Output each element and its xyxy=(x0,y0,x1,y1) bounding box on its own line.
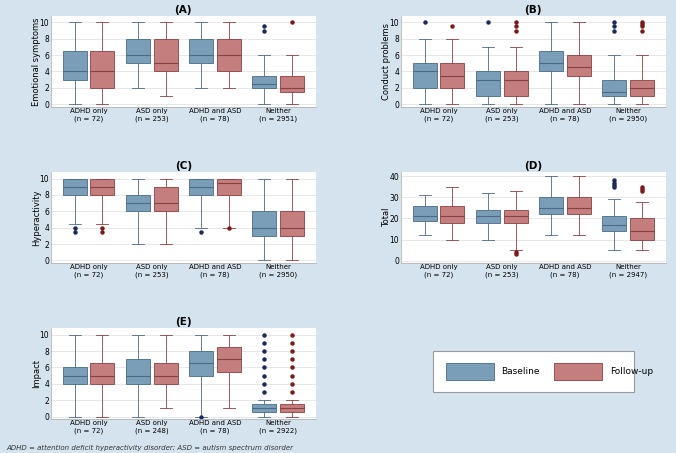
PathPatch shape xyxy=(280,76,304,92)
Y-axis label: Conduct problems: Conduct problems xyxy=(383,23,391,100)
PathPatch shape xyxy=(476,72,500,96)
PathPatch shape xyxy=(189,178,213,195)
PathPatch shape xyxy=(189,39,213,63)
PathPatch shape xyxy=(217,39,241,72)
PathPatch shape xyxy=(602,80,626,96)
PathPatch shape xyxy=(504,210,527,223)
PathPatch shape xyxy=(91,178,114,195)
PathPatch shape xyxy=(602,217,626,231)
Bar xyxy=(554,363,602,380)
PathPatch shape xyxy=(91,363,114,384)
PathPatch shape xyxy=(413,63,437,88)
PathPatch shape xyxy=(630,80,654,96)
PathPatch shape xyxy=(252,211,276,236)
PathPatch shape xyxy=(91,51,114,88)
Y-axis label: Emotional symptoms: Emotional symptoms xyxy=(32,17,41,106)
PathPatch shape xyxy=(63,178,87,195)
PathPatch shape xyxy=(280,211,304,236)
PathPatch shape xyxy=(252,76,276,88)
PathPatch shape xyxy=(413,206,437,221)
PathPatch shape xyxy=(189,351,213,376)
Bar xyxy=(433,351,634,392)
PathPatch shape xyxy=(126,359,150,384)
Title: (D): (D) xyxy=(524,161,542,171)
Title: (A): (A) xyxy=(174,5,192,15)
PathPatch shape xyxy=(252,404,276,413)
PathPatch shape xyxy=(630,218,654,240)
PathPatch shape xyxy=(126,195,150,211)
Text: Follow-up: Follow-up xyxy=(610,367,653,376)
PathPatch shape xyxy=(217,347,241,371)
Title: (E): (E) xyxy=(175,318,191,328)
PathPatch shape xyxy=(476,210,500,223)
PathPatch shape xyxy=(126,39,150,63)
Y-axis label: Impact: Impact xyxy=(32,359,41,388)
PathPatch shape xyxy=(153,187,178,211)
Y-axis label: Hyperactivity: Hyperactivity xyxy=(32,189,41,246)
Title: (B): (B) xyxy=(525,5,542,15)
PathPatch shape xyxy=(217,178,241,195)
PathPatch shape xyxy=(441,63,464,88)
PathPatch shape xyxy=(63,367,87,384)
PathPatch shape xyxy=(153,363,178,384)
PathPatch shape xyxy=(153,39,178,72)
PathPatch shape xyxy=(280,404,304,413)
Text: ADHD = attention deficit hyperactivity disorder; ASD = autism spectrum disorder: ADHD = attention deficit hyperactivity d… xyxy=(7,445,294,451)
PathPatch shape xyxy=(63,51,87,80)
Title: (C): (C) xyxy=(174,161,192,171)
PathPatch shape xyxy=(504,72,527,96)
Text: Baseline: Baseline xyxy=(502,367,540,376)
PathPatch shape xyxy=(441,206,464,223)
Y-axis label: Total: Total xyxy=(383,207,391,227)
PathPatch shape xyxy=(566,198,591,214)
PathPatch shape xyxy=(566,55,591,76)
Bar xyxy=(445,363,493,380)
PathPatch shape xyxy=(539,198,563,214)
PathPatch shape xyxy=(539,51,563,72)
